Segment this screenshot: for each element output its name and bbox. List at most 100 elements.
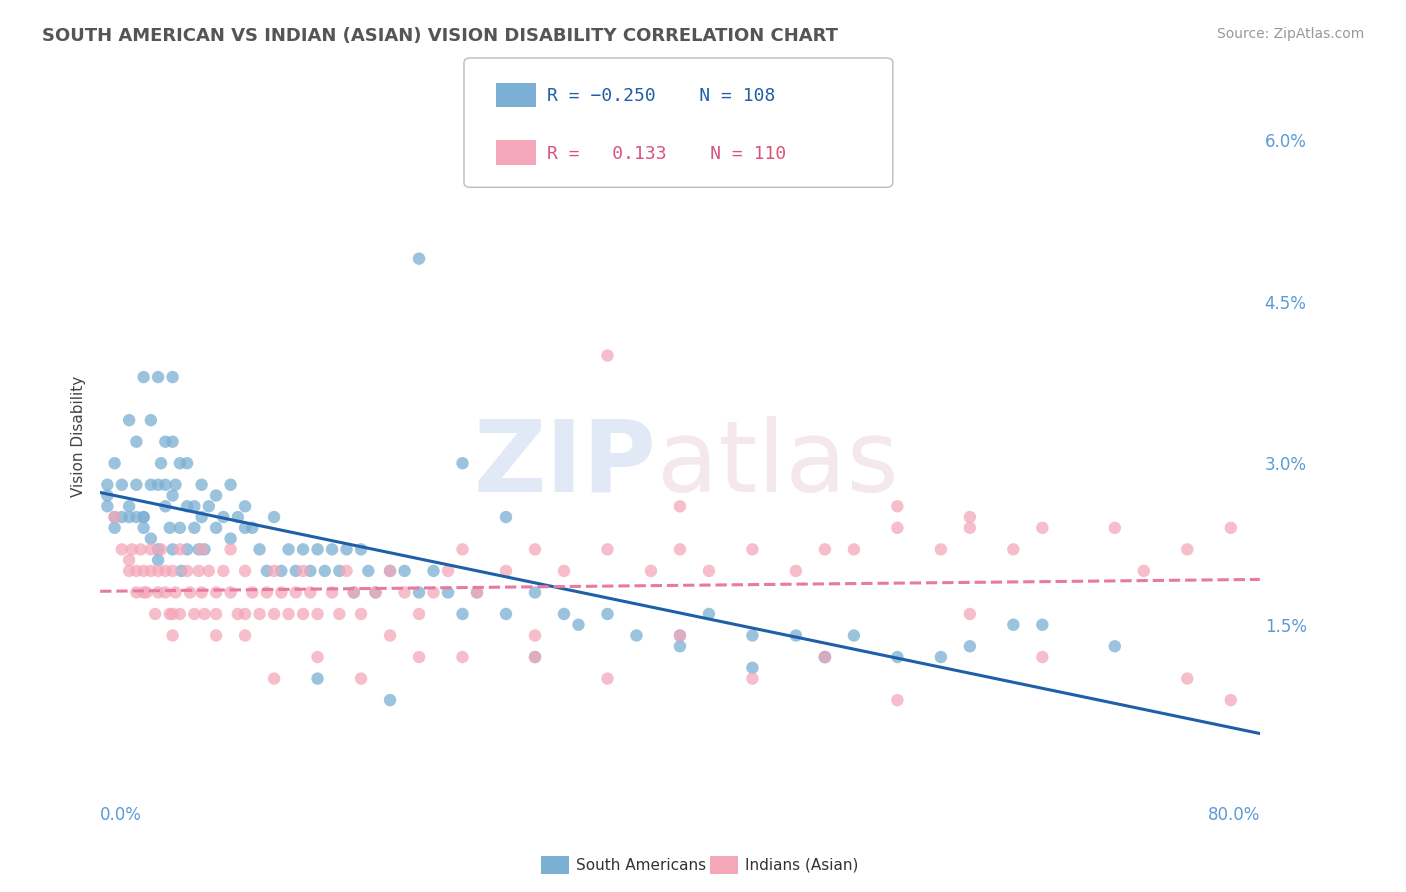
- Point: [132, 510, 155, 524]
- Point: [524, 542, 547, 557]
- Point: [1002, 542, 1025, 557]
- Point: [842, 542, 865, 557]
- Point: [886, 650, 908, 665]
- Point: [814, 650, 837, 665]
- Text: SOUTH AMERICAN VS INDIAN (ASIAN) VISION DISABILITY CORRELATION CHART: SOUTH AMERICAN VS INDIAN (ASIAN) VISION …: [42, 27, 838, 45]
- Point: [135, 585, 157, 599]
- Point: [785, 628, 807, 642]
- Point: [121, 542, 143, 557]
- Point: [169, 456, 191, 470]
- Point: [198, 500, 221, 514]
- Point: [741, 661, 763, 675]
- Point: [104, 521, 127, 535]
- Point: [886, 500, 908, 514]
- Text: atlas: atlas: [657, 416, 898, 513]
- Point: [1219, 693, 1241, 707]
- Point: [292, 542, 315, 557]
- Point: [96, 489, 118, 503]
- Point: [233, 607, 256, 621]
- Point: [205, 521, 228, 535]
- Point: [125, 477, 148, 491]
- Point: [190, 542, 212, 557]
- Point: [408, 650, 430, 665]
- Point: [118, 510, 141, 524]
- Point: [422, 585, 444, 599]
- Point: [596, 349, 619, 363]
- Point: [205, 585, 228, 599]
- Point: [219, 532, 242, 546]
- Point: [292, 607, 315, 621]
- Point: [176, 564, 198, 578]
- Point: [162, 542, 184, 557]
- Point: [233, 500, 256, 514]
- Point: [451, 542, 474, 557]
- Text: Indians (Asian): Indians (Asian): [745, 858, 859, 872]
- Point: [111, 510, 134, 524]
- Point: [378, 564, 401, 578]
- Point: [596, 672, 619, 686]
- Point: [146, 553, 169, 567]
- Point: [249, 607, 271, 621]
- Point: [307, 542, 329, 557]
- Point: [378, 564, 401, 578]
- Point: [263, 672, 285, 686]
- Point: [183, 521, 205, 535]
- Point: [277, 542, 299, 557]
- Point: [132, 585, 155, 599]
- Point: [190, 477, 212, 491]
- Point: [263, 607, 285, 621]
- Point: [669, 542, 692, 557]
- Point: [139, 477, 162, 491]
- Point: [183, 500, 205, 514]
- Point: [125, 434, 148, 449]
- Point: [233, 628, 256, 642]
- Point: [697, 607, 720, 621]
- Point: [205, 628, 228, 642]
- Point: [162, 434, 184, 449]
- Point: [146, 542, 169, 557]
- Point: [118, 553, 141, 567]
- Point: [111, 542, 134, 557]
- Point: [343, 585, 366, 599]
- Point: [929, 650, 952, 665]
- Point: [394, 585, 416, 599]
- Point: [364, 585, 387, 599]
- Point: [929, 542, 952, 557]
- Point: [263, 564, 285, 578]
- Point: [495, 607, 517, 621]
- Point: [451, 607, 474, 621]
- Point: [205, 607, 228, 621]
- Point: [212, 510, 235, 524]
- Point: [357, 564, 380, 578]
- Point: [451, 650, 474, 665]
- Point: [408, 252, 430, 266]
- Point: [335, 564, 357, 578]
- Point: [422, 564, 444, 578]
- Point: [165, 585, 187, 599]
- Point: [139, 413, 162, 427]
- Point: [190, 585, 212, 599]
- Text: South Americans: South Americans: [576, 858, 707, 872]
- Point: [1031, 650, 1053, 665]
- Point: [669, 628, 692, 642]
- Point: [596, 542, 619, 557]
- Point: [321, 585, 343, 599]
- Point: [886, 693, 908, 707]
- Point: [328, 564, 350, 578]
- Point: [626, 628, 648, 642]
- Point: [104, 510, 127, 524]
- Point: [277, 607, 299, 621]
- Point: [741, 628, 763, 642]
- Point: [524, 650, 547, 665]
- Point: [193, 542, 215, 557]
- Point: [212, 564, 235, 578]
- Point: [256, 585, 278, 599]
- Point: [328, 607, 350, 621]
- Point: [307, 607, 329, 621]
- Point: [270, 585, 292, 599]
- Point: [169, 542, 191, 557]
- Point: [292, 564, 315, 578]
- Point: [187, 542, 209, 557]
- Point: [96, 500, 118, 514]
- Text: Source: ZipAtlas.com: Source: ZipAtlas.com: [1216, 27, 1364, 41]
